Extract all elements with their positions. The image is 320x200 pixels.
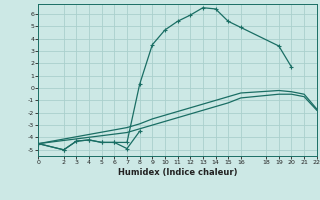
X-axis label: Humidex (Indice chaleur): Humidex (Indice chaleur) <box>118 168 237 177</box>
